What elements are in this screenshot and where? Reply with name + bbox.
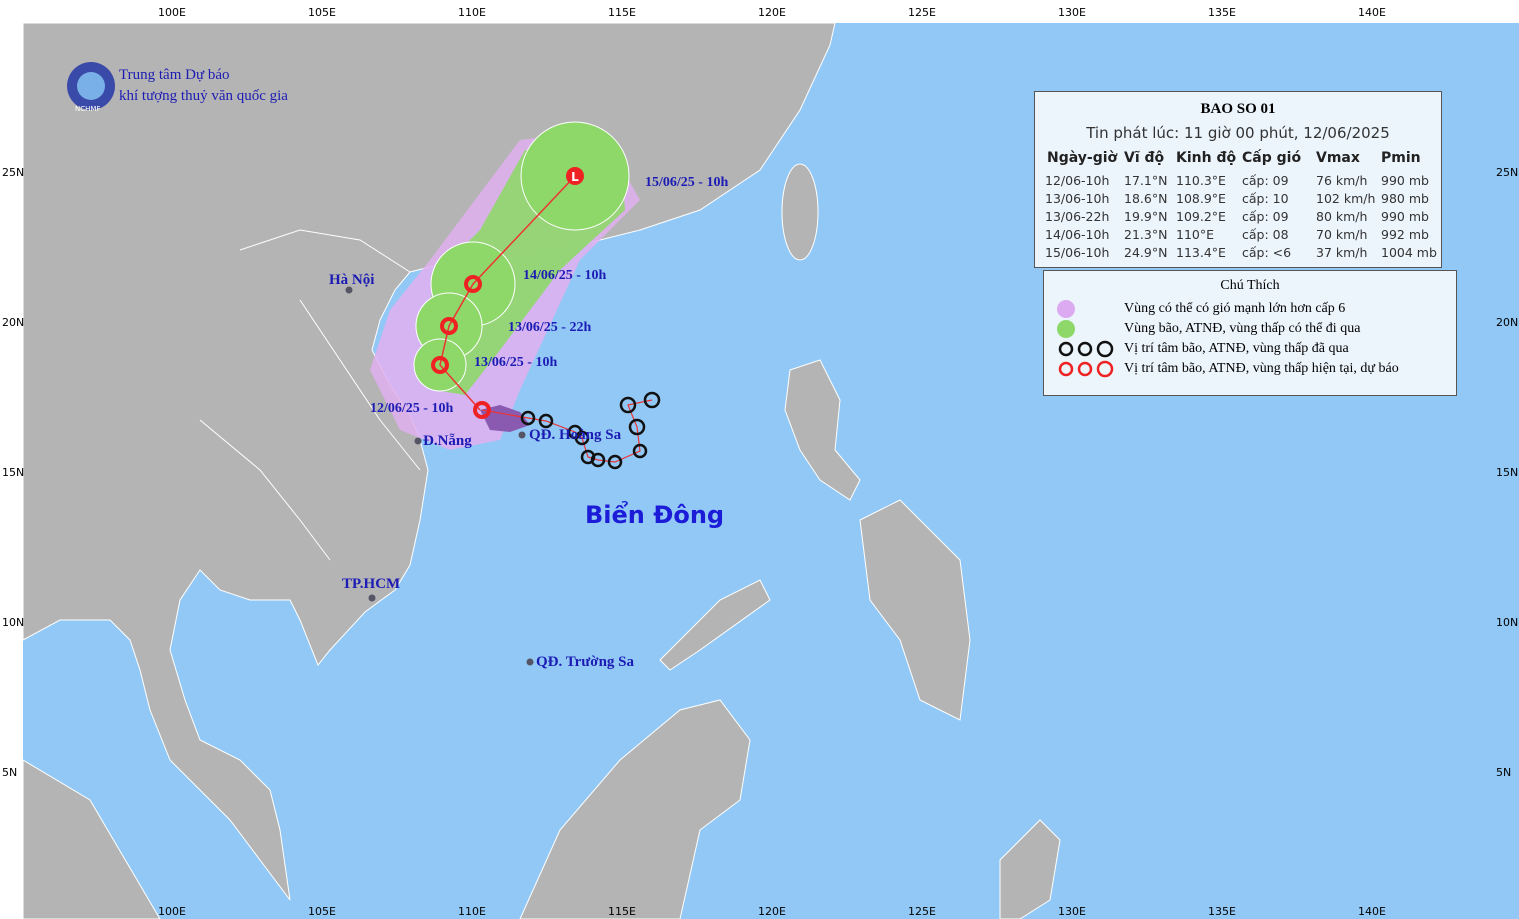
place-label: QĐ. Hoàng Sa — [529, 427, 622, 443]
table-cell: 18.6°N — [1124, 191, 1168, 206]
table-cell: 70 km/h — [1316, 227, 1368, 242]
org-line1: Trung tâm Dự báo — [119, 67, 230, 83]
legend-item: Vùng có thể có gió mạnh lớn hơn cấp 6 — [1124, 301, 1346, 316]
low-letter: L — [571, 170, 579, 184]
table-cell: 21.3°N — [1124, 227, 1168, 242]
lon-label: 125E — [908, 6, 936, 19]
lon-label: 100E — [158, 905, 186, 918]
table-cell: cấp: 09 — [1242, 209, 1289, 224]
lon-label: 130E — [1058, 6, 1086, 19]
lat-label: 5N — [1496, 766, 1512, 779]
forecast-track — [439, 175, 576, 411]
table-header: Vmax — [1316, 150, 1360, 166]
lon-label: 135E — [1208, 905, 1236, 918]
table-header: Kinh độ — [1176, 150, 1237, 166]
borders — [199, 229, 421, 561]
logo-inner — [77, 72, 105, 100]
lat-label: 25N — [2, 166, 25, 179]
table-header: Vĩ độ — [1124, 150, 1165, 166]
table-cell: 110.3°E — [1176, 173, 1226, 188]
table-cell: 990 mb — [1381, 209, 1429, 224]
table-cell: 108.9°E — [1176, 191, 1226, 206]
forecast-markers — [431, 275, 491, 419]
table-cell: 14/06-10h — [1045, 227, 1110, 242]
land — [22, 22, 1061, 919]
lon-label: 110E — [458, 905, 486, 918]
org-line2: khí tượng thuỷ văn quốc gia — [119, 88, 288, 104]
track-label: 13/06/25 - 22h — [508, 320, 592, 335]
table-cell: 1004 mb — [1381, 245, 1437, 260]
logo-text: NCHMF — [75, 105, 101, 113]
low-marker — [566, 167, 584, 185]
lat-label: 20N — [1496, 316, 1519, 329]
forecast-box: BAO SO 01 Tin phát lúc: 11 giờ 00 phút, … — [1034, 91, 1442, 268]
lon-label: 140E — [1358, 905, 1386, 918]
table-cell: 992 mb — [1381, 227, 1429, 242]
lat-label: 15N — [2, 466, 25, 479]
table-cell: 76 km/h — [1316, 173, 1368, 188]
table-cell: 24.9°N — [1124, 245, 1168, 260]
lat-label: 25N — [1496, 166, 1519, 179]
table-cell: 13/06-22h — [1045, 209, 1110, 224]
track-label: 13/06/25 - 10h — [474, 355, 558, 370]
lon-label: 110E — [458, 6, 486, 19]
table-cell: 980 mb — [1381, 191, 1429, 206]
table-cell: 990 mb — [1381, 173, 1429, 188]
legend-box: Chú Thích Vùng có thể có gió mạnh lớn hơ… — [1043, 270, 1457, 396]
table-header: Pmin — [1381, 150, 1421, 166]
lon-label: 120E — [758, 6, 786, 19]
lat-label: 20N — [2, 316, 25, 329]
table-header: Ngày-giờ — [1047, 150, 1118, 166]
lon-label: 125E — [908, 905, 936, 918]
lon-label: 130E — [1058, 905, 1086, 918]
lon-label: 115E — [608, 6, 636, 19]
table-cell: 37 km/h — [1316, 245, 1368, 260]
table-cell: 13/06-10h — [1045, 191, 1110, 206]
table-cell: cấp: 09 — [1242, 173, 1289, 188]
place-label: QĐ. Trường Sa — [536, 654, 635, 670]
table-header: Cấp gió — [1242, 150, 1302, 166]
track-label: 12/06/25 - 10h — [370, 401, 454, 416]
lon-label: 115E — [608, 905, 636, 918]
table-cell: 12/06-10h — [1045, 173, 1110, 188]
lat-label: 10N — [1496, 616, 1519, 629]
table-cell: 19.9°N — [1124, 209, 1168, 224]
sea-label: Biển Đông — [585, 501, 725, 529]
legend-item: Vị trí tâm bão, ATNĐ, vùng thấp hiện tại… — [1124, 361, 1399, 376]
table-cell: cấp: 10 — [1242, 191, 1289, 206]
table-cell: 102 km/h — [1316, 191, 1376, 206]
table-cell: 17.1°N — [1124, 173, 1168, 188]
place-label: TP.HCM — [342, 576, 401, 592]
table-cell: 80 km/h — [1316, 209, 1368, 224]
past-markers — [520, 391, 661, 470]
lat-label: 5N — [2, 766, 18, 779]
table-cell: cấp: 08 — [1242, 227, 1289, 242]
table-cell: cấp: <6 — [1242, 245, 1292, 260]
table-cell: 110°E — [1176, 227, 1215, 242]
place-label: Đ.Nẵng — [423, 433, 472, 449]
legend-title: Chú Thích — [1220, 278, 1280, 293]
lat-label: 15N — [1496, 466, 1519, 479]
lon-label: 100E — [158, 6, 186, 19]
legend-item: Vùng bão, ATNĐ, vùng thấp có thể đi qua — [1124, 321, 1361, 336]
legend-item: Vị trí tâm bão, ATNĐ, vùng thấp đã qua — [1124, 341, 1349, 356]
lon-label: 140E — [1358, 6, 1386, 19]
forecast-title: BAO SO 01 — [1200, 101, 1276, 117]
table-cell: 15/06-10h — [1045, 245, 1110, 260]
lon-label: 105E — [308, 6, 336, 19]
lon-label: 120E — [758, 905, 786, 918]
track-label: 14/06/25 - 10h — [523, 268, 607, 283]
table-cell: 109.2°E — [1176, 209, 1226, 224]
track-label: 15/06/25 - 10h — [645, 175, 729, 190]
issued: Tin phát lúc: 11 giờ 00 phút, 12/06/2025 — [1086, 124, 1390, 142]
lat-label: 10N — [2, 616, 25, 629]
table-cell: 113.4°E — [1176, 245, 1226, 260]
place-label: Hà Nội — [329, 272, 375, 288]
lon-label: 135E — [1208, 6, 1236, 19]
lon-label: 105E — [308, 905, 336, 918]
place-dots — [345, 286, 534, 666]
